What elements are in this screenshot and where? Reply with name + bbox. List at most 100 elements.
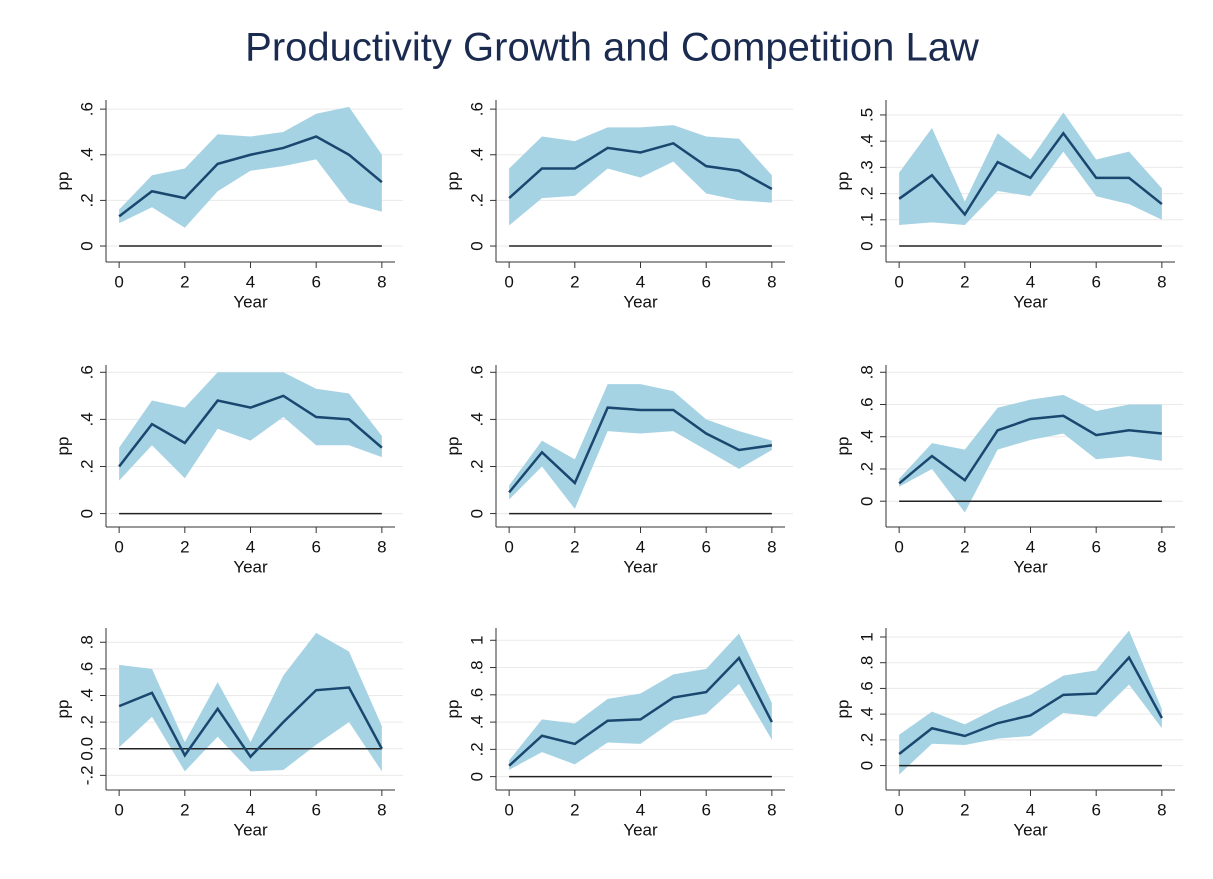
- estimate-line: [508, 406, 773, 494]
- x-axis-label: Year: [623, 820, 658, 839]
- y-axis-label: pp: [833, 172, 852, 191]
- x-tick-label: 6: [701, 537, 710, 556]
- panel: 0 .2 .4 .6 0 2 4 6 8 Year pp: [53, 365, 403, 576]
- x-tick-label: 8: [1157, 537, 1166, 556]
- panel: 0 .1 .2 .3 .4 .5 0 2 4 6 8 Year pp: [833, 100, 1183, 311]
- panel: 0 .2 .4 .6 .8 1 0 2 4 6 8 Year pp: [833, 628, 1183, 839]
- confidence-band: [509, 633, 772, 770]
- confidence-band: [119, 372, 382, 481]
- x-tick-label: 2: [180, 800, 189, 819]
- y-tick-label: .2: [467, 742, 486, 756]
- x-tick-label: 8: [767, 537, 776, 556]
- x-tick-label: 6: [311, 537, 320, 556]
- x-tick-label: 6: [701, 800, 710, 819]
- x-tick-label: 4: [1026, 272, 1035, 291]
- y-tick-label: 0: [857, 496, 876, 505]
- x-tick-label: 4: [246, 537, 255, 556]
- y-tick-label: 0: [857, 241, 876, 250]
- x-tick-label: 0: [504, 537, 513, 556]
- estimate-line: [898, 655, 1163, 755]
- estimate-line: [118, 135, 383, 218]
- estimate-line: [118, 394, 383, 468]
- x-tick-label: 8: [767, 272, 776, 291]
- y-tick-label: .6: [857, 681, 876, 695]
- x-tick-label: 0: [114, 272, 123, 291]
- y-tick-label: .6: [77, 102, 96, 116]
- x-tick-label: 4: [1026, 537, 1035, 556]
- confidence-band: [899, 112, 1162, 226]
- x-axis-label: Year: [1013, 292, 1048, 311]
- y-tick-label: .6: [77, 662, 96, 676]
- y-tick-label: .4: [467, 412, 486, 426]
- y-tick-label: .8: [857, 365, 876, 379]
- y-tick-label: .5: [857, 108, 876, 122]
- x-tick-label: 4: [246, 800, 255, 819]
- y-tick-label: .2: [857, 733, 876, 747]
- x-tick-label: 0: [504, 272, 513, 291]
- x-tick-label: 2: [960, 800, 969, 819]
- x-tick-label: 2: [180, 272, 189, 291]
- panel: 0 .2 .4 .6 0 2 4 6 8 Year pp: [53, 100, 403, 311]
- y-tick-label: .4: [77, 412, 96, 426]
- y-axis-label: pp: [833, 700, 852, 719]
- y-axis-label: pp: [443, 700, 462, 719]
- y-tick-label: .1: [857, 213, 876, 227]
- x-tick-label: 2: [570, 272, 579, 291]
- x-axis-label: Year: [233, 820, 268, 839]
- y-tick-label: 0.0: [77, 737, 96, 761]
- y-tick-label: 0: [467, 241, 486, 250]
- figure-title: Productivity Growth and Competition Law: [245, 26, 979, 70]
- x-tick-label: 8: [377, 800, 386, 819]
- x-tick-label: 8: [377, 537, 386, 556]
- x-tick-label: 2: [570, 800, 579, 819]
- panel: 0 .2 .4 .6 .8 0 2 4 6 8 Year pp: [833, 365, 1183, 576]
- y-tick-label: .8: [857, 656, 876, 670]
- y-tick-label: 0: [857, 761, 876, 770]
- y-tick-label: -.2: [77, 765, 96, 785]
- panel: 0 .2 .4 .6 .8 1 0 2 4 6 8 Year pp: [443, 628, 793, 839]
- x-tick-label: 2: [570, 537, 579, 556]
- y-tick-label: 0: [77, 241, 96, 250]
- y-axis-label: pp: [53, 437, 72, 456]
- y-tick-label: 0: [467, 772, 486, 781]
- x-tick-label: 6: [1091, 800, 1100, 819]
- estimate-line: [508, 141, 773, 200]
- x-tick-label: 6: [1091, 537, 1100, 556]
- x-tick-label: 4: [246, 272, 255, 291]
- x-tick-label: 4: [636, 800, 645, 819]
- y-tick-label: .2: [77, 459, 96, 473]
- confidence-band: [119, 632, 382, 772]
- y-axis-label: pp: [53, 172, 72, 191]
- y-tick-label: .4: [467, 148, 486, 162]
- x-tick-label: 6: [701, 272, 710, 291]
- y-tick-label: .6: [857, 397, 876, 411]
- x-tick-label: 8: [767, 800, 776, 819]
- y-tick-label: .4: [857, 430, 876, 444]
- y-tick-label: 1: [467, 636, 486, 645]
- x-axis-label: Year: [1013, 557, 1048, 576]
- x-tick-label: 4: [636, 272, 645, 291]
- y-tick-label: .6: [467, 365, 486, 379]
- estimate-line: [118, 686, 383, 759]
- x-tick-label: 6: [311, 272, 320, 291]
- y-tick-label: .2: [467, 459, 486, 473]
- y-axis-label: pp: [443, 437, 462, 456]
- panel: -.2 0.0 .2 .4 .6 .8 0 2 4 6 8 Year pp: [53, 628, 403, 839]
- x-axis-label: Year: [233, 292, 268, 311]
- confidence-band: [899, 630, 1162, 775]
- y-tick-label: .4: [467, 715, 486, 729]
- x-axis-label: Year: [1013, 820, 1048, 839]
- y-axis-label: pp: [53, 700, 72, 719]
- y-axis-label: pp: [833, 437, 852, 456]
- x-axis-label: Year: [623, 292, 658, 311]
- estimate-line: [898, 414, 1162, 485]
- y-tick-label: .8: [467, 660, 486, 674]
- x-tick-label: 2: [180, 537, 189, 556]
- confidence-band: [899, 394, 1162, 513]
- y-tick-label: .2: [467, 193, 486, 207]
- x-tick-label: 2: [960, 537, 969, 556]
- x-tick-label: 6: [311, 800, 320, 819]
- x-tick-label: 4: [1026, 800, 1035, 819]
- x-tick-label: 2: [960, 272, 969, 291]
